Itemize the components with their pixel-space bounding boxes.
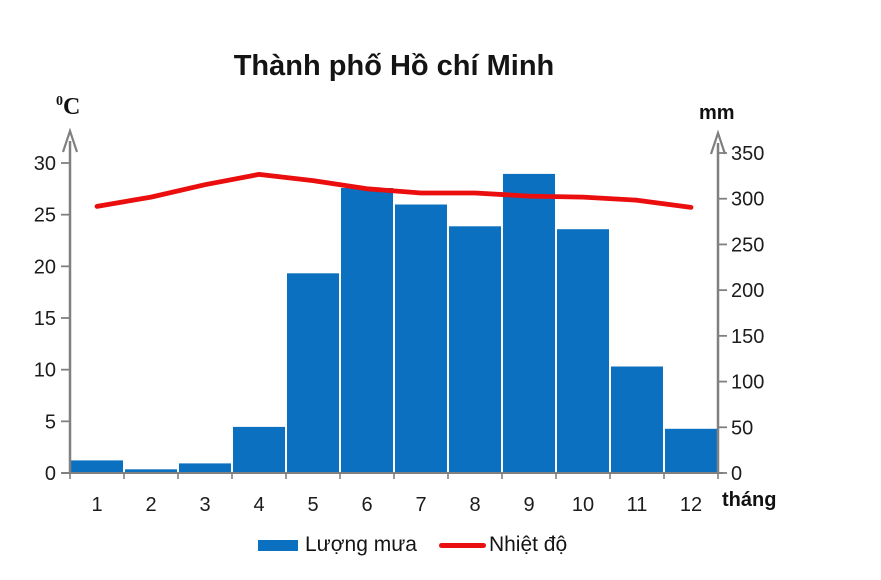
legend-label-rainfall: Lượng mưa (305, 533, 417, 556)
x-tick-label-1: 1 (91, 494, 102, 516)
left-tick-label-15: 15 (34, 308, 56, 330)
left-tick-label-0: 0 (45, 463, 56, 485)
rainfall-swatch-icon (258, 539, 298, 551)
x-tick-label-11: 11 (627, 494, 648, 516)
rain-bar-month-5 (287, 273, 339, 473)
x-tick-label-6: 6 (361, 494, 372, 516)
x-tick-label-10: 10 (572, 494, 594, 516)
left-tick-label-30: 30 (34, 153, 56, 175)
right-tick-label-150: 150 (731, 326, 764, 348)
right-axis-unit-label: mm (699, 102, 735, 124)
rain-bar-month-1 (71, 460, 123, 473)
left-axis-unit-label: 0C (56, 94, 80, 121)
rain-bar-month-3 (179, 463, 231, 473)
x-tick-label-3: 3 (199, 494, 210, 516)
chart-legend: Lượng mưa Nhiệt độ (258, 533, 567, 557)
rain-bar-month-9 (503, 173, 555, 473)
left-tick-label-20: 20 (34, 256, 56, 278)
rain-bar-month-7 (395, 204, 447, 473)
rain-bar-month-4 (233, 426, 285, 473)
legend-item-rainfall: Lượng mưa (258, 533, 417, 557)
left-axis-unit-sup: 0 (56, 94, 63, 109)
rain-bar-month-8 (449, 226, 501, 473)
left-tick-label-25: 25 (34, 205, 56, 227)
temperature-swatch-icon (438, 542, 486, 548)
legend-item-temperature: Nhiệt độ (438, 533, 568, 557)
x-tick-label-9: 9 (523, 494, 534, 516)
x-axis-unit-label: tháng (722, 489, 777, 511)
left-tick-label-5: 5 (45, 411, 56, 433)
right-tick-label-250: 250 (731, 234, 764, 256)
rain-bar-month-12 (665, 428, 717, 473)
x-tick-label-4: 4 (253, 494, 264, 516)
left-axis-unit-base: C (63, 94, 81, 120)
x-tick-label-7: 7 (415, 494, 426, 516)
left-tick-label-10: 10 (34, 360, 56, 382)
right-tick-label-300: 300 (731, 189, 764, 211)
rain-bar-month-10 (557, 229, 609, 473)
x-tick-label-5: 5 (307, 494, 318, 516)
right-axis-arrow-icon (709, 129, 727, 155)
rain-bar-month-2 (125, 469, 177, 473)
temperature-line (94, 171, 694, 210)
left-axis-arrow-icon (61, 127, 79, 153)
x-tick-label-2: 2 (145, 494, 156, 516)
rain-bar-month-11 (611, 366, 663, 473)
right-tick-label-200: 200 (731, 280, 764, 302)
x-tick-label-8: 8 (469, 494, 480, 516)
right-tick-label-0: 0 (731, 463, 742, 485)
right-tick-label-350: 350 (731, 143, 764, 165)
x-tick-label-12: 12 (680, 494, 702, 516)
rain-bar-month-6 (341, 188, 393, 473)
right-tick-label-50: 50 (731, 417, 753, 439)
chart-title: Thành phố Hồ chí Minh (233, 50, 555, 82)
right-tick-label-100: 100 (731, 372, 764, 394)
legend-label-temperature: Nhiệt độ (488, 533, 568, 556)
